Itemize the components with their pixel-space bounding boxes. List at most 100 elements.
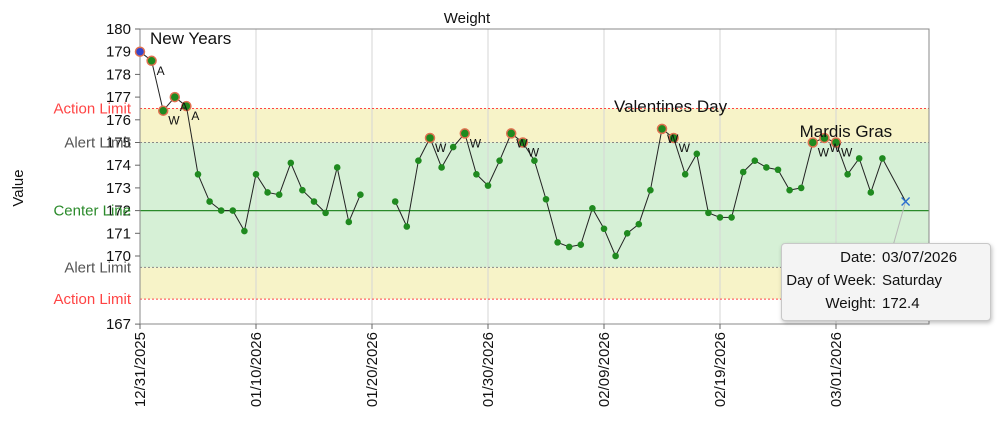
- data-tooltip: Date: 03/07/2026 Day of Week: Saturday W…: [781, 243, 991, 321]
- event-annotation: New Years: [150, 29, 231, 48]
- data-point: [635, 220, 643, 228]
- series-segment: [255, 174, 269, 193]
- y-tick-label: 172: [106, 203, 131, 220]
- series-segment: [429, 137, 443, 168]
- data-point: [181, 100, 192, 112]
- data-point: [763, 164, 770, 171]
- data-point: [681, 170, 689, 178]
- flag-label: W: [667, 132, 679, 146]
- series-segment: [673, 137, 686, 175]
- series-segment: [394, 201, 408, 227]
- y-tick-label: 167: [106, 316, 131, 333]
- data-point: [751, 157, 759, 164]
- data-point: [252, 170, 260, 178]
- series-segment: [545, 199, 559, 243]
- data-point: [357, 191, 364, 199]
- flag-label: A: [191, 109, 199, 123]
- data-point: [716, 214, 724, 221]
- x-axis: 12/31/2025 01/10/2026 01/20/2026 01/30/2026…: [132, 324, 845, 407]
- data-point: [275, 191, 283, 199]
- series-segment: [464, 133, 477, 175]
- data-point: [322, 209, 329, 217]
- data-point: [449, 143, 457, 151]
- series-segment: [870, 158, 883, 193]
- flag-label: A: [157, 64, 165, 78]
- y-axis: 167 170 171 172 173 174 175 176 177 178 179 180: [106, 21, 140, 333]
- x-tick-label: 02/19/2026: [712, 332, 729, 407]
- event-annotations: New Years Valentines Day Mardis Gras: [150, 29, 892, 141]
- series-segment: [487, 160, 501, 186]
- data-point: [623, 230, 631, 237]
- data-point: [855, 155, 863, 162]
- x-tick-label: 01/30/2026: [480, 332, 497, 407]
- upper-alert-band: [140, 108, 929, 143]
- y-tick-label: 179: [106, 44, 131, 61]
- event-annotation: Mardis Gras: [800, 122, 893, 141]
- data-point: [287, 159, 295, 167]
- data-point: [542, 195, 550, 203]
- data-point: [797, 184, 805, 192]
- data-point: [505, 128, 517, 139]
- x-tick-label: 02/09/2026: [596, 332, 613, 407]
- flag-label: W: [528, 146, 540, 160]
- chart-title: Weight: [444, 10, 491, 27]
- data-point: [333, 164, 341, 171]
- series-segment: [197, 174, 211, 202]
- series-segment: [858, 158, 872, 193]
- data-point: [391, 198, 399, 205]
- data-point: [157, 105, 169, 116]
- weight-series: [134, 46, 911, 260]
- series-segment: [777, 169, 791, 191]
- event-annotation: Valentines Day: [614, 97, 728, 116]
- selected-point-marker: [901, 197, 911, 207]
- flag-label: W: [516, 136, 528, 150]
- series-segment: [348, 194, 361, 223]
- tooltip-row-weight: Weight: 172.4: [782, 295, 990, 315]
- x-tick-label: 01/20/2026: [364, 332, 381, 407]
- series-segment: [278, 162, 292, 195]
- center-line-label: Center Line: [53, 203, 131, 220]
- flag-label: W: [818, 146, 830, 160]
- data-point: [819, 132, 830, 144]
- tooltip-weight-value: 172.4: [882, 295, 920, 312]
- series-segment: [336, 167, 350, 223]
- data-point: [577, 241, 585, 248]
- alert-limit-lower-label: Alert Limit: [64, 259, 132, 276]
- flag-label: W: [435, 141, 447, 155]
- series-segment: [649, 128, 663, 191]
- y-tick-label: 176: [106, 112, 131, 129]
- x-tick-label: 01/10/2026: [248, 332, 265, 407]
- x-tick-label: 03/01/2026: [828, 332, 845, 407]
- data-point: [705, 209, 712, 217]
- series-segment: [441, 146, 454, 168]
- series-segment: [881, 158, 907, 202]
- data-point: [264, 189, 271, 196]
- action-limit-lower-label: Action Limit: [53, 291, 131, 308]
- y-tick-label: 177: [106, 89, 131, 106]
- series-segment: [603, 228, 617, 257]
- flag-label: W: [829, 141, 841, 155]
- series-segment: [406, 160, 419, 227]
- data-point: [693, 150, 701, 158]
- data-point: [438, 164, 445, 171]
- tooltip-date-key: Date:: [840, 249, 876, 266]
- data-point: [612, 252, 619, 260]
- data-point: [589, 205, 596, 212]
- data-point: [531, 157, 538, 164]
- y-tick-label: 175: [106, 135, 131, 152]
- tooltip-weight-key: Weight:: [825, 295, 876, 312]
- data-point: [169, 91, 181, 103]
- tooltip-date-value: 03/07/2026: [882, 249, 958, 266]
- series-segment: [243, 174, 257, 232]
- flag-label: W: [841, 146, 853, 160]
- flag-label: W: [168, 114, 180, 128]
- data-point: [134, 46, 146, 57]
- y-tick-label: 178: [106, 66, 131, 83]
- tooltip-row-day: Day of Week: Saturday: [782, 272, 990, 292]
- series-segment: [151, 60, 164, 111]
- data-point: [206, 198, 213, 205]
- data-point: [565, 243, 573, 251]
- y-tick-label: 173: [106, 180, 131, 197]
